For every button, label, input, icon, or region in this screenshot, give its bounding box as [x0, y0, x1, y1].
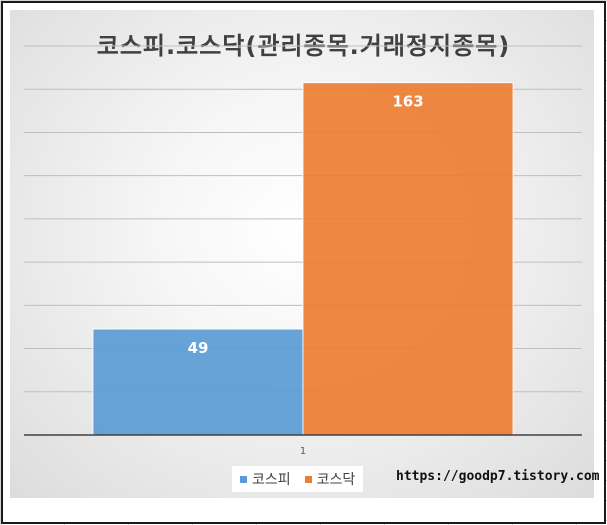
legend-swatch-kospi	[240, 475, 247, 483]
legend-label-kospi: 코스피	[252, 472, 291, 488]
x-tick-labels: 1	[300, 446, 306, 457]
x-tick-label: 1	[300, 446, 306, 457]
watermark-url: https://goodp7.tistory.com	[396, 469, 600, 484]
legend-item-kospi: 코스피	[240, 469, 291, 489]
data-label-kosdaq: 163	[392, 93, 423, 111]
legend-label-kosdaq: 코스닥	[316, 472, 356, 488]
bars: 49 163	[92, 82, 514, 436]
legend-item-kosdaq: 코스닥	[304, 469, 356, 489]
legend: 코스피 코스닥	[232, 466, 364, 492]
bar-kospi	[92, 328, 304, 436]
data-label-kospi: 49	[188, 339, 209, 357]
legend-swatch-kosdaq	[304, 475, 312, 483]
bar-kosdaq	[302, 82, 514, 436]
